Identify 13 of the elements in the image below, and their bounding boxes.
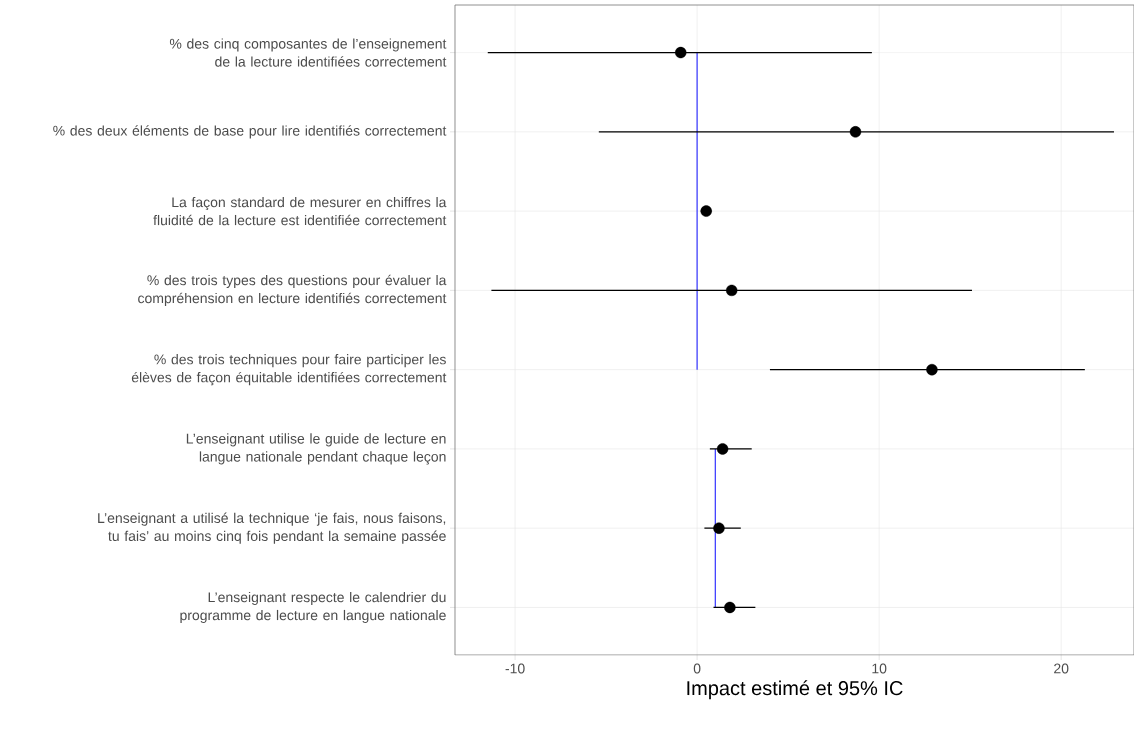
x-axis-title: Impact estimé et 95% IC bbox=[687, 680, 903, 700]
y-tick-label: L’enseignant utilise le guide de lecture en langue nationale pendant chaque leçon bbox=[186, 433, 446, 465]
y-tick-label: % des deux éléments de base pour lire identifiés correctement bbox=[53, 125, 447, 139]
x-tick-label: -10 bbox=[505, 663, 525, 674]
y-tick-label: La façon standard de mesurer en chiffres la fluidité de la lecture est identifiée correctement bbox=[153, 196, 447, 226]
y-tick-label: % des cinq composantes de l’enseignement de la lecture identifiées correctement bbox=[169, 38, 447, 67]
y-tick-label: % des trois types des questions pour évaluer la compréhension en lecture identifiés correctement bbox=[138, 274, 447, 306]
x-tick-label: 0 bbox=[693, 663, 701, 674]
y-tick-label: L’enseignant a utilisé la technique ‘je fais, nous faisons, tu fais’ au moins cinq fois pendant la semaine passée bbox=[98, 512, 446, 544]
y-tick-label: % des trois techniques pour faire participer les élèves de façon équitable identifiées correctement bbox=[131, 354, 447, 386]
y-tick-label: L’enseignant respecte le calendrier du programme de lecture en langue nationale bbox=[180, 591, 446, 623]
x-tick-label: 10 bbox=[872, 663, 887, 674]
x-tick-label: 20 bbox=[1054, 663, 1069, 674]
